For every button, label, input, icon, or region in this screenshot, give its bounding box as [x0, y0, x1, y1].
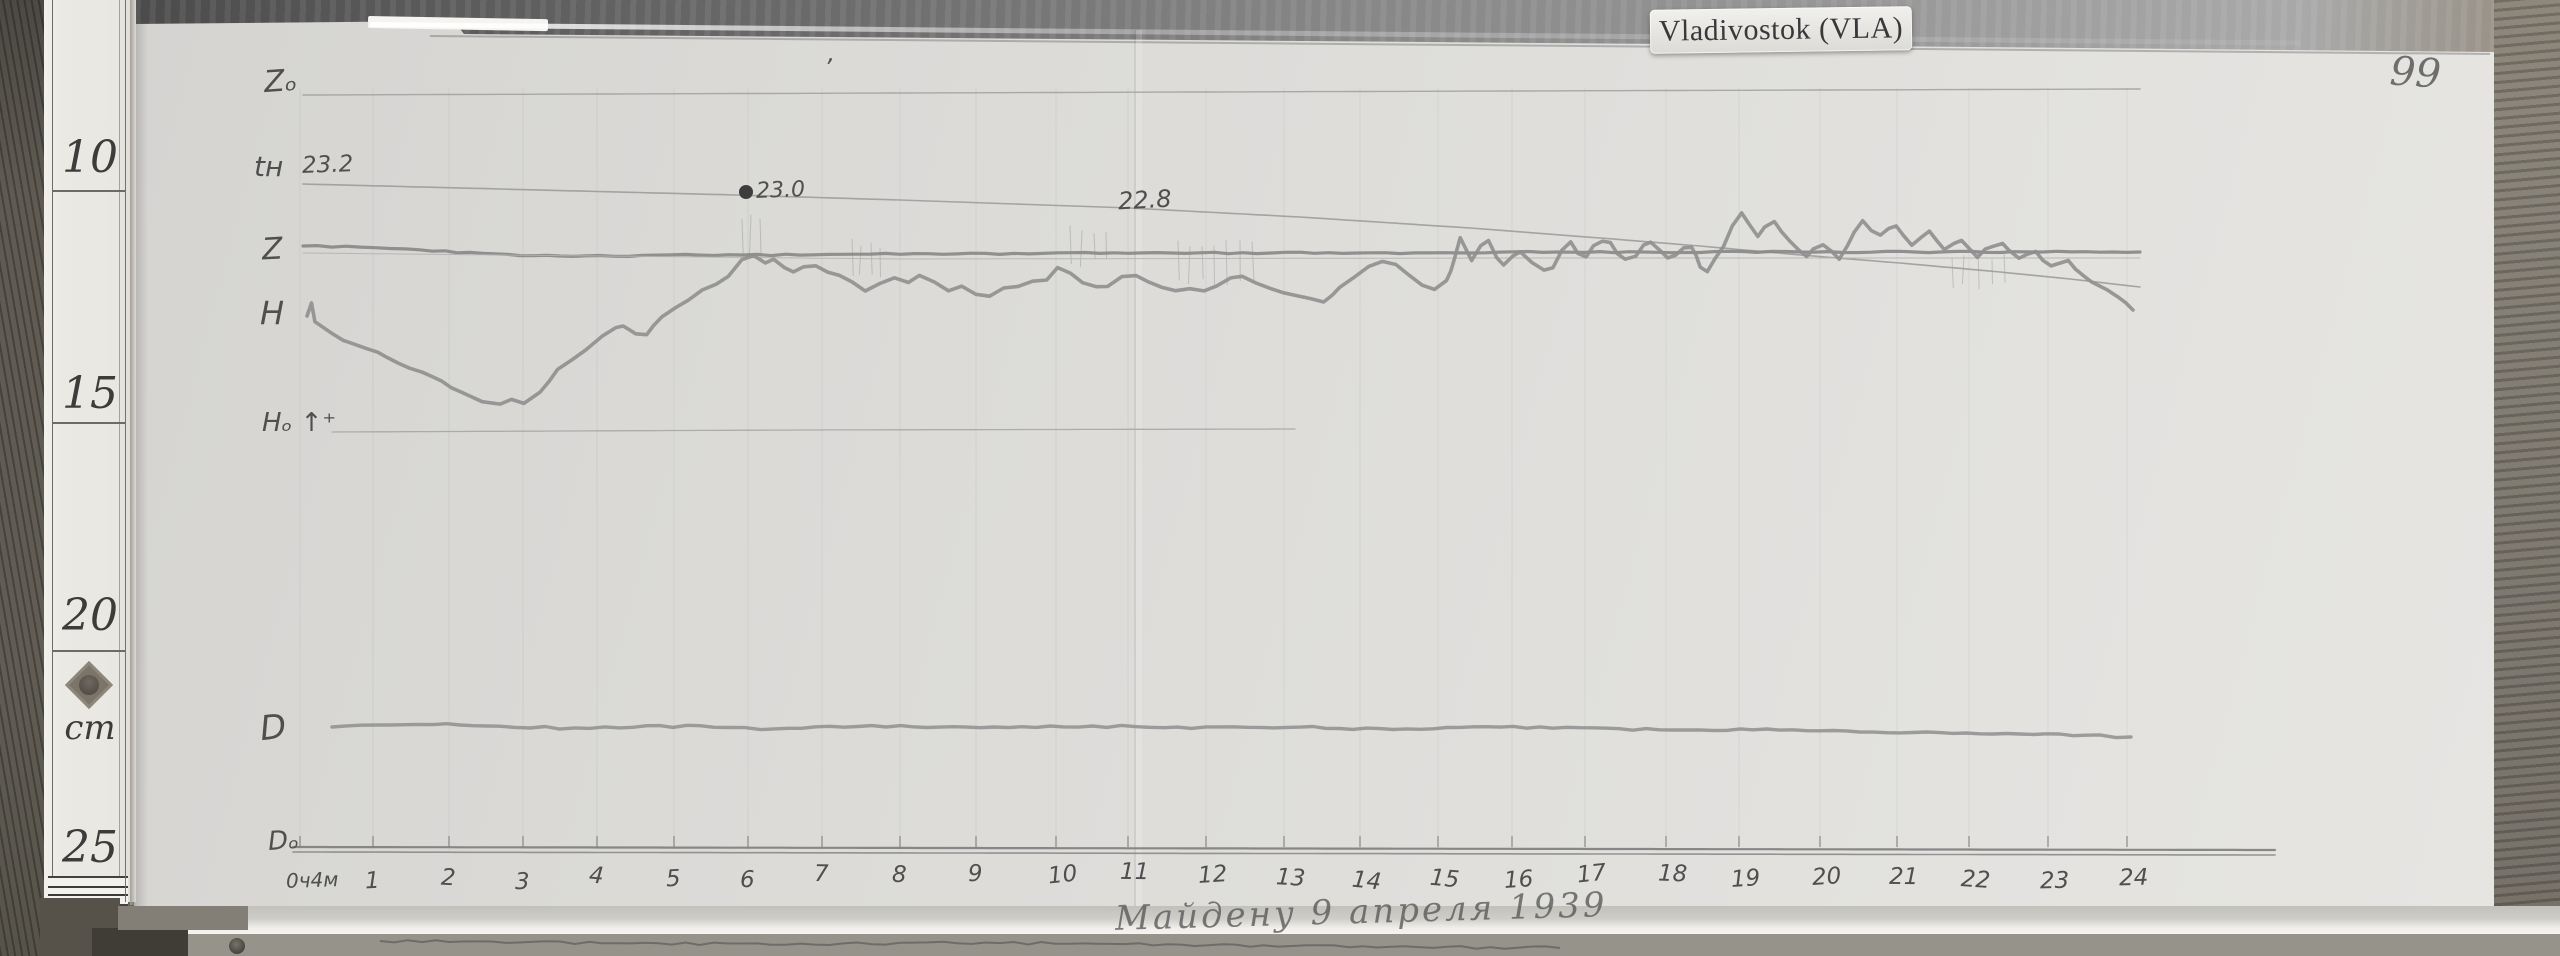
- ruler-tick-20cm: [52, 650, 126, 652]
- ruler: 10 15 20 25 cm: [44, 0, 136, 906]
- wood-background-right: [2494, 0, 2560, 956]
- axis-hour-label-4: 4: [587, 861, 605, 890]
- trace-H-trace: [305, 211, 2135, 406]
- axis-hour-label-23: 23: [2039, 868, 2070, 895]
- trace-Z-trace: [301, 244, 2142, 258]
- backing-block-darker: [92, 928, 188, 956]
- axis-hour-label-5: 5: [665, 865, 682, 893]
- trace-Z-baseline-faint: [302, 252, 2141, 260]
- axis-hour-label-1: 1: [364, 867, 381, 895]
- axis-hour-label-3: 3: [514, 868, 530, 895]
- axis-hour-label-7: 7: [813, 860, 829, 888]
- ruler-tick-10cm: [52, 190, 126, 192]
- backing-strip-light: [128, 906, 2560, 934]
- trace-label-t: tн: [254, 150, 284, 183]
- axis-hour-label-19: 19: [1730, 865, 1762, 894]
- axis-hour-label-11: 11: [1119, 859, 1150, 886]
- axis-hour-label-9: 9: [967, 860, 984, 888]
- ruler-tick-15cm: [52, 422, 126, 424]
- annotation-22.8: 22.8: [1117, 184, 1173, 216]
- axis-hour-label-8: 8: [891, 861, 908, 888]
- axis-start-label: 0ч4м: [285, 867, 339, 893]
- annotation-23.2: 23.2: [301, 151, 354, 179]
- trace-label-H: H: [260, 294, 285, 332]
- paper-left-shadow: [134, 20, 148, 908]
- ruler-mark-20: 20: [62, 590, 118, 641]
- trace-D-trace: [330, 722, 2133, 740]
- annotation-23.0: 23.0: [755, 177, 806, 204]
- axis-hour-label-18: 18: [1657, 860, 1688, 888]
- axis-hour-label-21: 21: [1888, 864, 1919, 891]
- trace-label-Z: Z: [261, 231, 284, 268]
- ruler-mark-25: 25: [62, 822, 118, 873]
- trace-label-Z: Zₒ: [262, 62, 299, 101]
- trace-D0-baseline-upper: [291, 845, 2277, 852]
- trace-label-H: Hₒ ↑⁺: [262, 408, 337, 438]
- trace-H0-baseline: [331, 428, 1296, 433]
- axis-hour-label-13: 13: [1275, 864, 1307, 893]
- trace-tH-temperature-line: [302, 183, 2141, 288]
- magnetogram-paper: [134, 21, 2494, 908]
- page-number: 99: [2388, 48, 2443, 98]
- annotation-ʼ: ʼ: [826, 54, 834, 82]
- station-label: Vladivostok (VLA): [1649, 6, 1913, 54]
- trace-Z0-baseline: [302, 88, 2141, 96]
- axis-hour-label-12: 12: [1197, 860, 1229, 889]
- ruler-unit-label: cm: [64, 708, 116, 748]
- backing-block-mid: [118, 906, 248, 930]
- ruler-mark-15: 15: [62, 368, 118, 419]
- trace-D0-baseline-lower: [292, 851, 2276, 856]
- trace-label-D: Dₒ: [266, 824, 300, 858]
- axis-hour-label-24: 24: [2118, 864, 2149, 892]
- ruler-inner-line: [119, 0, 120, 902]
- axis-hour-label-2: 2: [440, 864, 457, 892]
- axis-hour-label-6: 6: [739, 866, 755, 894]
- ink-dot: [739, 185, 753, 199]
- ruler-edge-shadow: [130, 0, 136, 905]
- axis-hour-label-22: 22: [1960, 866, 1992, 894]
- wood-background-left: [0, 0, 46, 956]
- ruler-mark-10: 10: [62, 132, 118, 183]
- axis-hour-label-20: 20: [1811, 863, 1843, 892]
- axis-hour-label-10: 10: [1046, 860, 1079, 890]
- trace-label-D: D: [257, 706, 289, 750]
- bolt-head-icon: [229, 938, 245, 954]
